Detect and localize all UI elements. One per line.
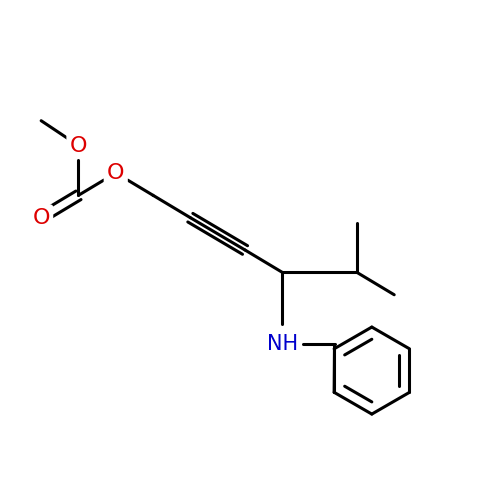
Text: O: O: [107, 163, 124, 183]
Text: O: O: [70, 136, 87, 156]
Text: O: O: [32, 208, 50, 228]
Text: NH: NH: [267, 334, 298, 354]
